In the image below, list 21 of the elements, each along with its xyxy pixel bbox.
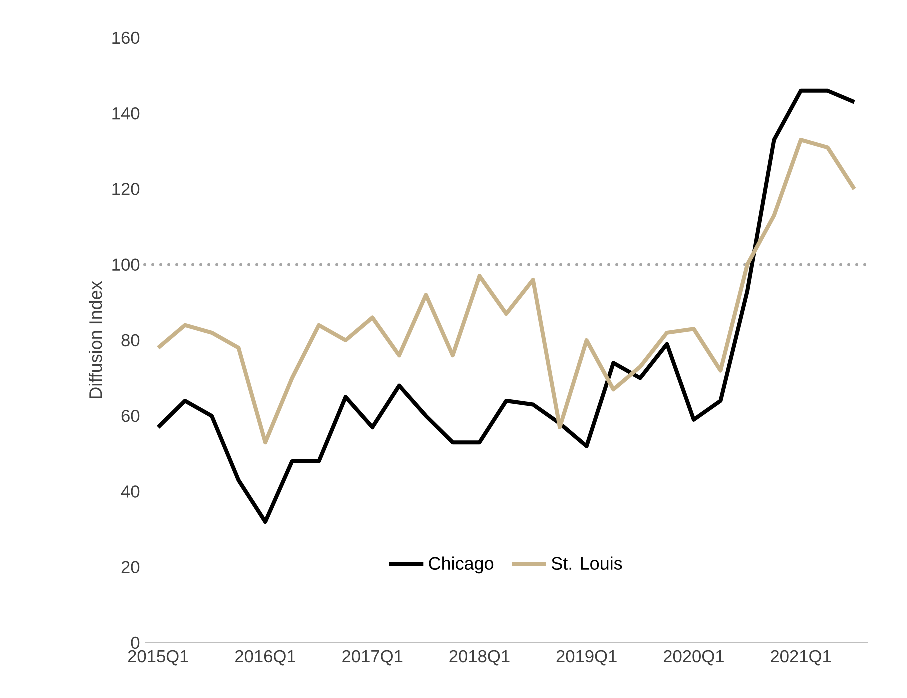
x-tick-label: 2021Q1 (771, 650, 832, 666)
y-tick-label: 40 (121, 486, 140, 498)
y-axis-title: Diffusion Index (88, 281, 102, 398)
y-tick-label: 20 (122, 561, 140, 574)
y-tick-label: 60 (122, 410, 140, 422)
y-tick-label: 100 (112, 258, 140, 271)
y-tick-label: 160 (112, 32, 140, 44)
x-tick-label: 2016Q1 (236, 650, 296, 666)
line-series (156, 138, 857, 445)
x-tick-label: 2019Q1 (556, 650, 617, 666)
y-tick-label: 140 (112, 107, 140, 120)
y-tick-label: 0 (131, 636, 140, 650)
x-tick-label: 2017Q1 (342, 650, 403, 666)
line-series (156, 88, 857, 524)
y-tick-label: 120 (112, 183, 140, 196)
legend-label: Chicago (429, 556, 494, 574)
legend-label: St. Louis (552, 556, 622, 570)
x-tick-label: 2018Q1 (450, 650, 510, 666)
x-tick-label: 2015Q1 (128, 650, 188, 666)
y-tick-label: 80 (122, 334, 140, 347)
x-tick-label: 2020Q1 (664, 650, 724, 666)
